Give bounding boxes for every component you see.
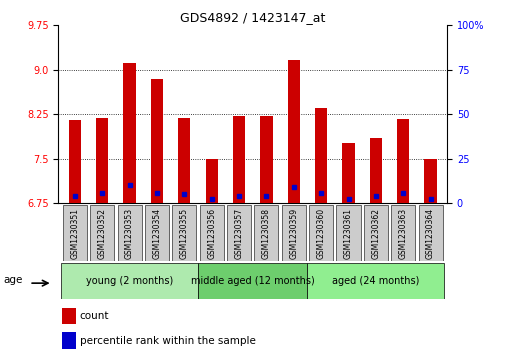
Text: GSM1230355: GSM1230355 <box>180 208 189 259</box>
Text: GSM1230358: GSM1230358 <box>262 208 271 259</box>
Text: GSM1230357: GSM1230357 <box>235 208 243 259</box>
Bar <box>62 307 76 325</box>
FancyBboxPatch shape <box>419 205 442 261</box>
FancyBboxPatch shape <box>391 205 416 261</box>
FancyBboxPatch shape <box>117 205 142 261</box>
Bar <box>288 60 300 203</box>
Text: young (2 months): young (2 months) <box>86 276 173 286</box>
Text: middle aged (12 months): middle aged (12 months) <box>191 276 314 286</box>
FancyBboxPatch shape <box>307 263 444 299</box>
Text: GSM1230352: GSM1230352 <box>98 208 107 259</box>
Text: GSM1230351: GSM1230351 <box>70 208 79 259</box>
FancyBboxPatch shape <box>364 205 388 261</box>
FancyBboxPatch shape <box>63 205 87 261</box>
Bar <box>260 116 273 203</box>
Text: GSM1230364: GSM1230364 <box>426 208 435 259</box>
Text: GSM1230354: GSM1230354 <box>152 208 162 259</box>
Bar <box>370 138 382 203</box>
Bar <box>315 109 327 203</box>
Text: GSM1230360: GSM1230360 <box>316 208 326 259</box>
Title: GDS4892 / 1423147_at: GDS4892 / 1423147_at <box>180 11 326 24</box>
Text: GSM1230353: GSM1230353 <box>125 208 134 259</box>
Bar <box>123 63 136 203</box>
Bar <box>397 119 409 203</box>
Text: GSM1230362: GSM1230362 <box>371 208 380 259</box>
Text: GSM1230356: GSM1230356 <box>207 208 216 259</box>
Bar <box>178 118 190 203</box>
Bar <box>342 143 355 203</box>
FancyBboxPatch shape <box>227 205 251 261</box>
FancyBboxPatch shape <box>145 205 169 261</box>
Bar <box>233 116 245 203</box>
Bar <box>69 120 81 203</box>
FancyBboxPatch shape <box>172 205 197 261</box>
Bar <box>62 333 76 349</box>
FancyBboxPatch shape <box>90 205 114 261</box>
Bar <box>151 79 163 203</box>
Text: GSM1230361: GSM1230361 <box>344 208 353 259</box>
FancyBboxPatch shape <box>255 205 278 261</box>
Text: GSM1230359: GSM1230359 <box>289 208 298 259</box>
Bar <box>425 159 437 203</box>
FancyBboxPatch shape <box>309 205 333 261</box>
Text: age: age <box>3 274 22 285</box>
Text: aged (24 months): aged (24 months) <box>332 276 420 286</box>
Text: percentile rank within the sample: percentile rank within the sample <box>80 336 256 346</box>
Bar <box>96 118 108 203</box>
FancyBboxPatch shape <box>336 205 361 261</box>
FancyBboxPatch shape <box>200 205 224 261</box>
FancyBboxPatch shape <box>282 205 306 261</box>
Bar <box>206 159 218 203</box>
Text: GSM1230363: GSM1230363 <box>399 208 408 259</box>
FancyBboxPatch shape <box>61 263 198 299</box>
Text: count: count <box>80 311 109 321</box>
FancyBboxPatch shape <box>198 263 307 299</box>
